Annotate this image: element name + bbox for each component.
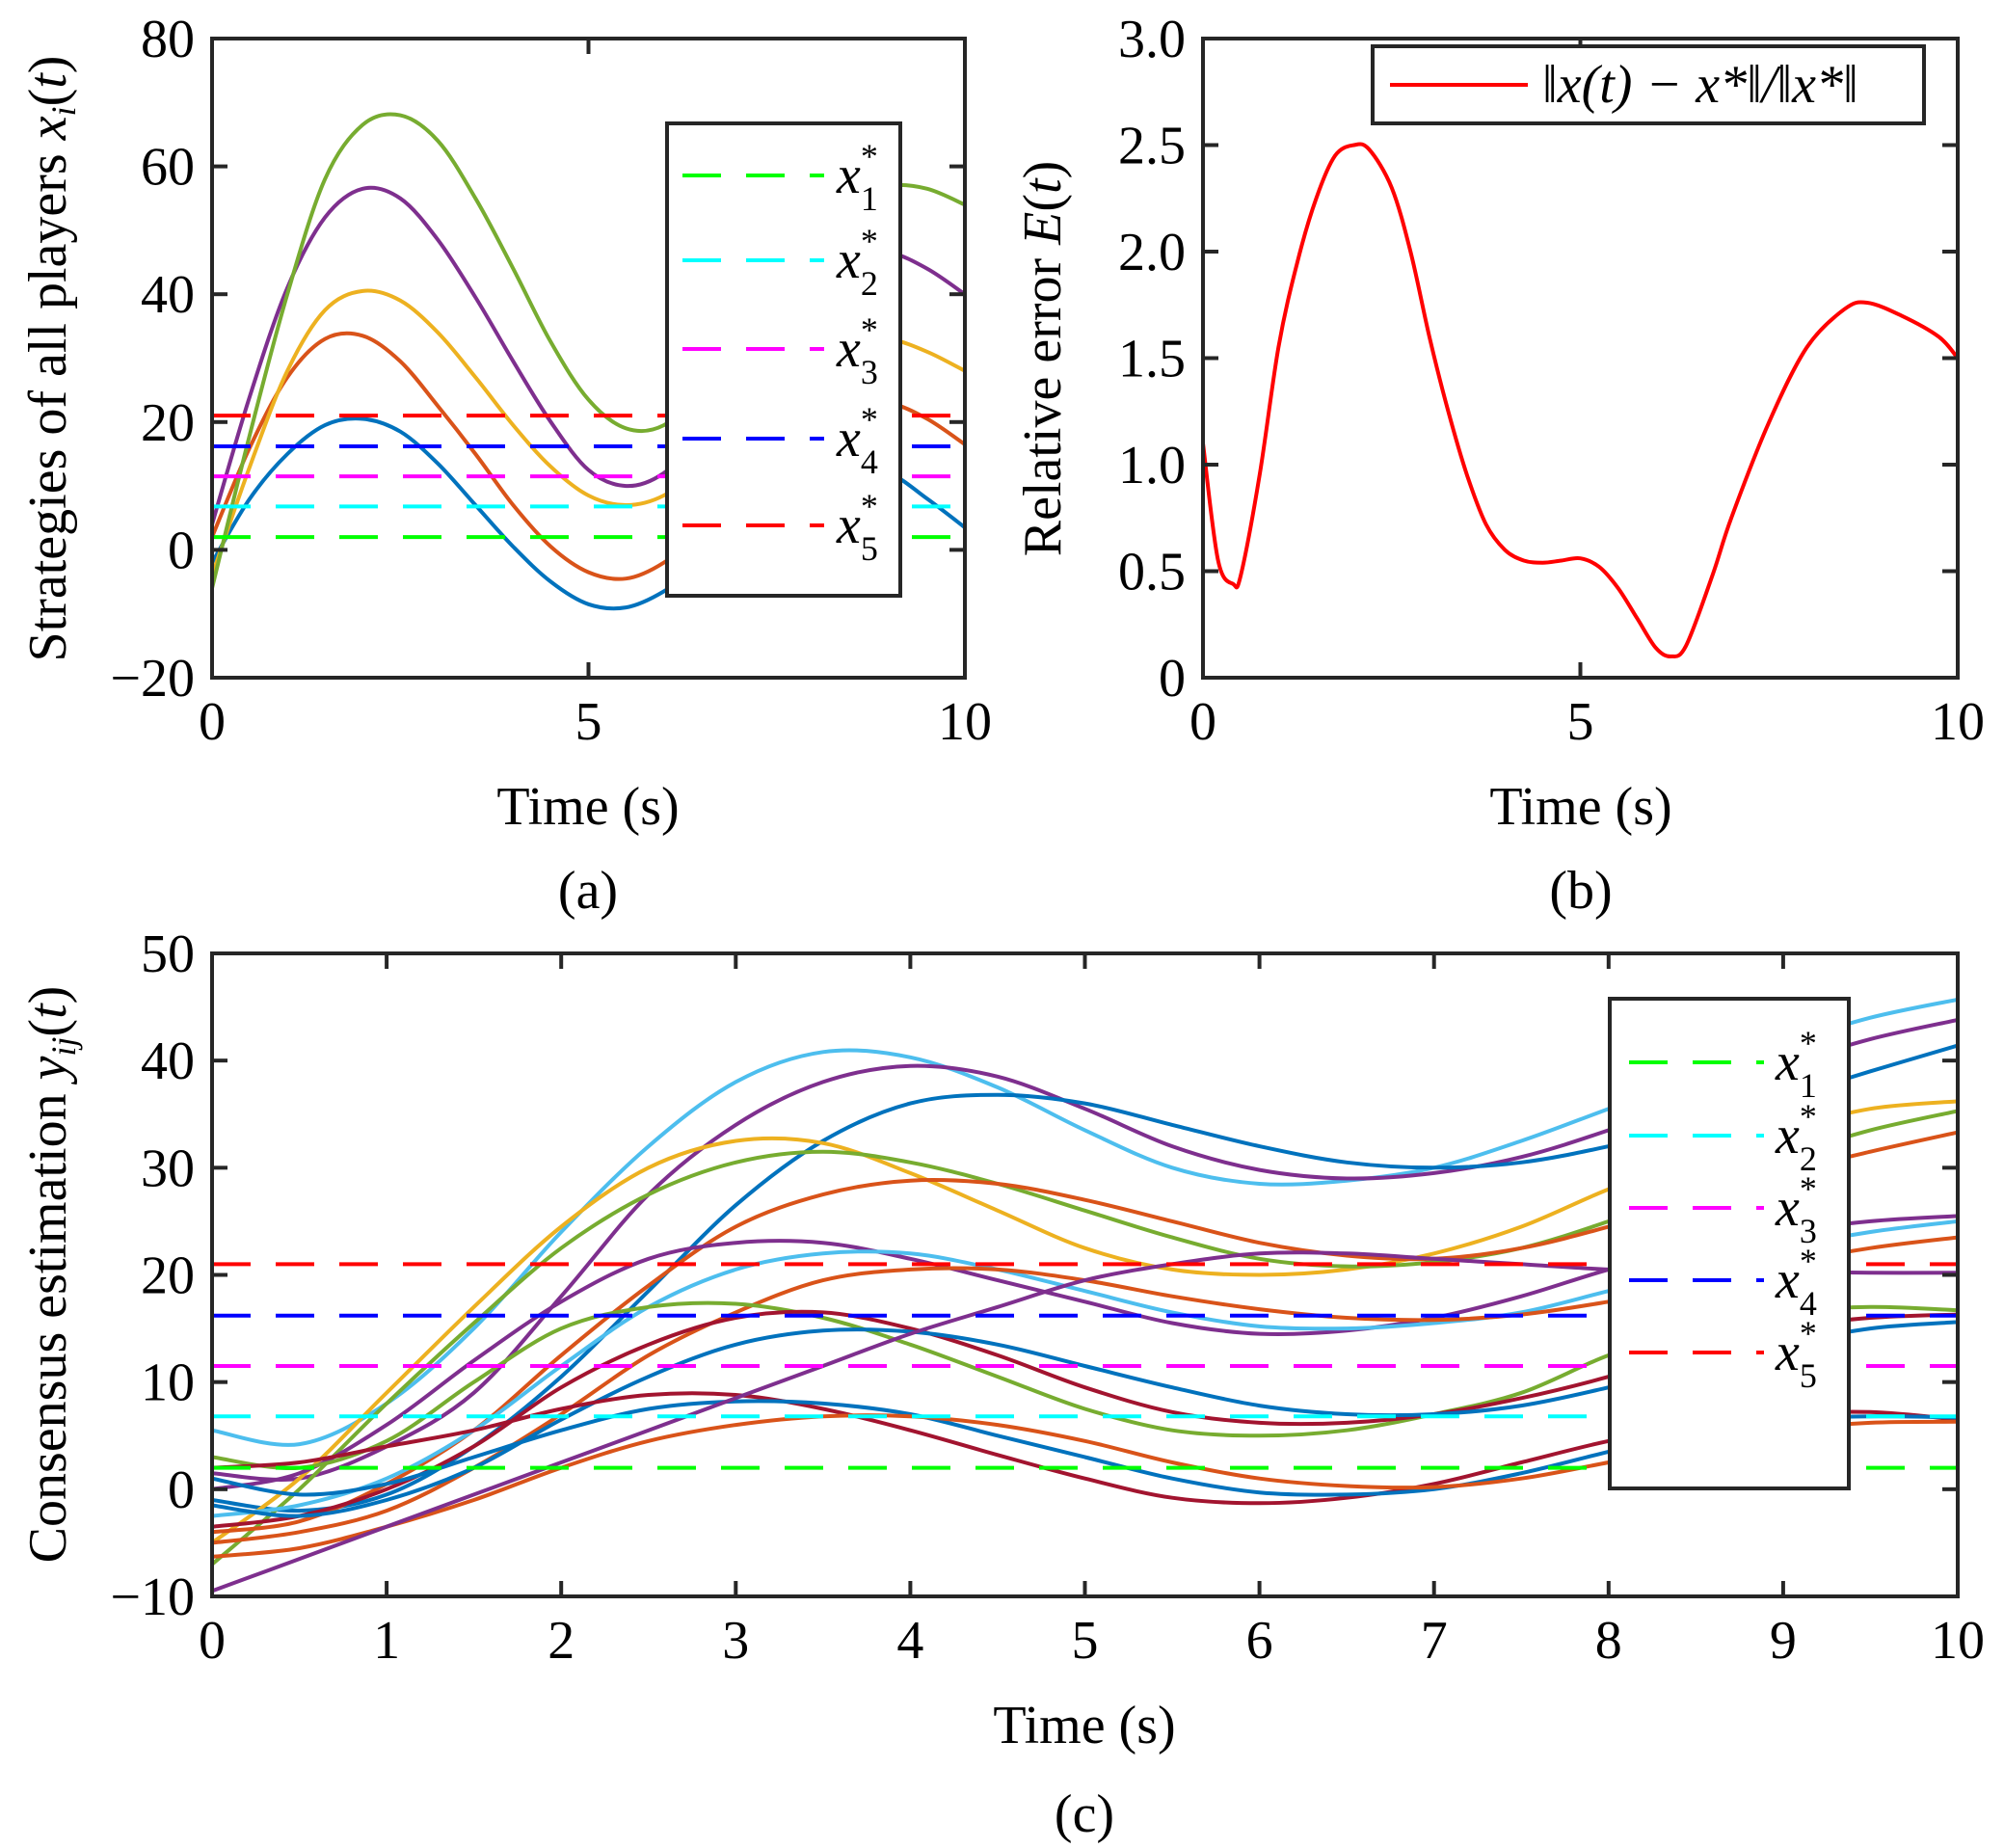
panel-b-plot-area xyxy=(1203,142,1958,658)
legend-label-3: x* 3 xyxy=(1775,1169,1817,1250)
y-tick-label: 20 xyxy=(141,1246,195,1306)
x-tick-label: 8 xyxy=(1595,1611,1622,1671)
y-tick-label: 3.0 xyxy=(1118,10,1186,69)
panel-b-legend: ‖x(t) − x*‖/‖x*‖ xyxy=(1371,44,1926,125)
series-line-E(t) xyxy=(1203,142,1958,658)
y-tick-label: 60 xyxy=(141,138,195,198)
y-tick-label: 30 xyxy=(141,1138,195,1198)
x-tick-label: 10 xyxy=(938,692,992,752)
y-tick-label: 1.5 xyxy=(1118,330,1186,389)
legend-label-4: x* 4 xyxy=(1775,1242,1817,1323)
legend-label-1: x* 1 xyxy=(1775,1024,1817,1105)
y-tick-label: 0 xyxy=(168,521,195,580)
legend-label-5: x* 5 xyxy=(1775,1314,1817,1395)
panel-a-x-axis-label: Time (s) xyxy=(496,777,679,837)
panel-b-relative-error-chart: 0 5 10 0 0.5 1.0 1.5 2.0 2.5 3.0 Time (s) Relativ… xyxy=(1013,10,1985,921)
y-tick-label: −10 xyxy=(110,1567,195,1627)
y-tick-label: 1.0 xyxy=(1118,436,1186,495)
panel-c-legend: x* 1x* 2x* 3x* 4x* 5 xyxy=(1608,997,1851,1490)
panel-c-y-axis-label: Consensus estimation yij(t) xyxy=(18,986,83,1564)
x-tick-label: 7 xyxy=(1421,1611,1448,1671)
panel-c-x-axis-label: Time (s) xyxy=(993,1696,1175,1755)
x-tick-label: 10 xyxy=(1931,692,1985,752)
x-tick-label: 1 xyxy=(373,1611,400,1671)
x-tick-label: 3 xyxy=(722,1611,749,1671)
y-tick-label: 2.5 xyxy=(1118,117,1186,176)
panel-b-ticks: 0 5 10 0 0.5 1.0 1.5 2.0 2.5 3.0 xyxy=(1118,10,1985,752)
x-tick-label: 2 xyxy=(548,1611,574,1671)
panel-b-x-axis-label: Time (s) xyxy=(1489,777,1671,837)
panel-b-caption: (b) xyxy=(1549,861,1612,921)
legend-label-4: x* 4 xyxy=(836,400,878,481)
legend-label-1: x* 1 xyxy=(836,137,878,218)
y-tick-label: 0 xyxy=(168,1460,195,1520)
x-tick-label: 4 xyxy=(896,1611,923,1671)
y-tick-label: 40 xyxy=(141,1031,195,1091)
x-tick-label: 10 xyxy=(1931,1611,1985,1671)
x-tick-label: 0 xyxy=(199,1611,226,1671)
legend-box xyxy=(665,121,902,598)
panel-a-y-axis-label: Strategies of all players xi(t) xyxy=(18,56,83,662)
panel-a-legend: x* 1x* 2 x* 3 x* 4 x* 5 xyxy=(665,121,902,598)
y-tick-label: 0 xyxy=(1159,649,1186,709)
legend-label-3: x* 3 xyxy=(836,310,878,391)
legend-label-2: x* 2 xyxy=(1775,1097,1817,1178)
y-tick-label: 20 xyxy=(141,393,195,453)
panel-b-legend-label: ‖x(t) − x*‖/‖x*‖ xyxy=(1542,55,1858,115)
y-tick-label: 2.0 xyxy=(1118,223,1186,282)
panel-a-caption: (a) xyxy=(558,861,618,921)
legend-label-2: x* 2 xyxy=(836,222,878,303)
x-tick-label: 5 xyxy=(1072,1611,1099,1671)
x-tick-label: 0 xyxy=(199,692,226,752)
y-tick-label: 80 xyxy=(141,10,195,69)
panel-b-y-axis-label: Relative error E(t) xyxy=(1013,161,1073,557)
panel-b-axes-box xyxy=(1201,37,1960,680)
x-tick-label: 5 xyxy=(575,692,602,752)
x-tick-label: 5 xyxy=(1567,692,1594,752)
x-tick-label: 6 xyxy=(1246,1611,1273,1671)
legend-label-5: x* 5 xyxy=(836,487,878,568)
legend-box xyxy=(1608,997,1851,1490)
y-tick-label: 0.5 xyxy=(1118,543,1186,603)
x-tick-label: 9 xyxy=(1770,1611,1797,1671)
y-tick-label: 40 xyxy=(141,265,195,325)
y-tick-label: −20 xyxy=(110,649,195,709)
y-tick-label: 10 xyxy=(141,1353,195,1413)
y-tick-label: 50 xyxy=(141,924,195,984)
panel-c-caption: (c) xyxy=(1055,1784,1114,1844)
x-tick-label: 0 xyxy=(1189,692,1216,752)
